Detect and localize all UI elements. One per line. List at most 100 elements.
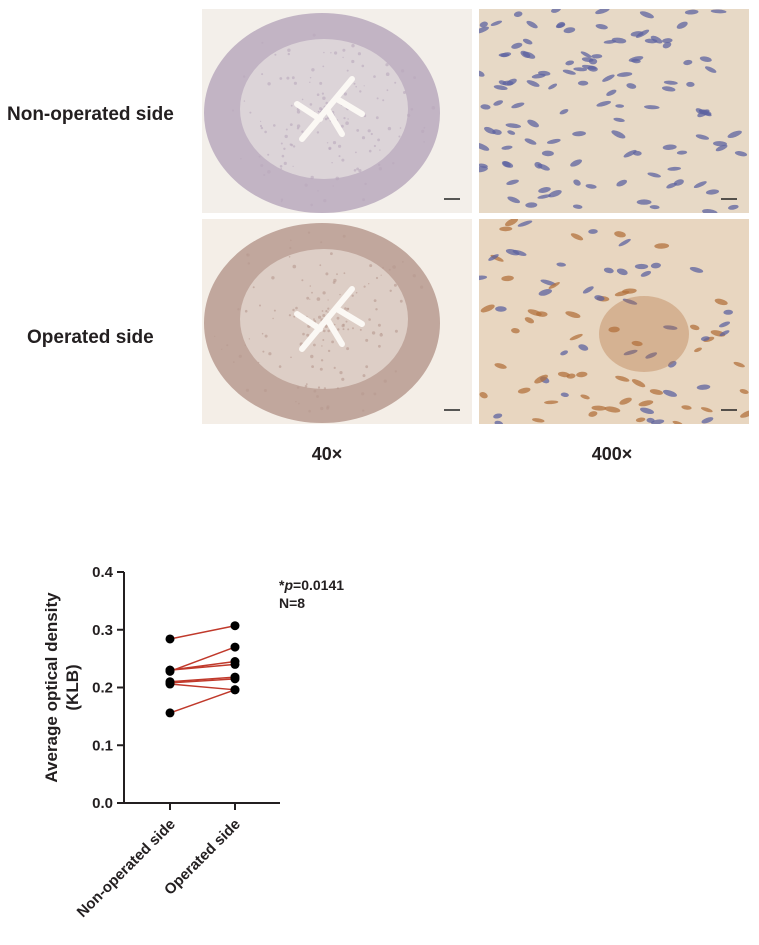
tissue-speckle	[274, 53, 277, 56]
tissue-speckle	[292, 145, 296, 148]
tissue-speckle	[341, 377, 345, 381]
cell-nucleus	[495, 306, 507, 312]
tissue-speckle	[325, 310, 328, 313]
tissue-speckle	[309, 103, 313, 106]
cell-nucleus	[615, 375, 630, 382]
tissue-speckle	[423, 126, 426, 129]
tissue-speckle	[358, 169, 362, 173]
tissue-speckle	[373, 299, 377, 302]
cell-nucleus	[644, 38, 658, 44]
row-label-operated: Operated side	[27, 327, 154, 348]
cell-nucleus	[695, 134, 710, 140]
tissue-speckle	[402, 261, 404, 263]
cell-nucleus	[623, 149, 637, 158]
tissue-speckle	[330, 52, 332, 54]
tissue-speckle	[296, 124, 301, 128]
tissue-speckle	[398, 135, 401, 138]
cell-nucleus	[734, 151, 748, 157]
cell-nucleus	[580, 51, 592, 58]
tissue-speckle	[301, 279, 304, 282]
tissue-speckle	[356, 167, 359, 171]
cell-nucleus	[591, 54, 603, 59]
cell-nucleus	[684, 9, 699, 15]
tissue-speckle	[313, 343, 316, 347]
tissue-speckle	[340, 124, 344, 128]
tissue-speckle	[342, 328, 345, 331]
pair-line	[169, 689, 236, 714]
tissue-speckle	[267, 170, 271, 174]
tissue-speckle	[308, 409, 311, 413]
tissue-speckle	[292, 264, 297, 269]
tissue-speckle	[313, 318, 315, 321]
tissue-speckle	[355, 85, 357, 88]
n-annotation: N=8	[279, 595, 305, 611]
tissue-speckle	[385, 72, 390, 76]
cell-nucleus	[479, 163, 488, 168]
tissue-speckle	[301, 130, 304, 133]
cell-nucleus	[606, 89, 617, 96]
tissue-speckle	[287, 52, 290, 56]
tissue-speckle	[317, 111, 320, 113]
cell-nucleus	[647, 172, 661, 178]
cell-nucleus	[572, 131, 586, 137]
tissue-speckle	[333, 323, 336, 326]
cell-nucleus	[622, 288, 637, 294]
tissue-speckle	[342, 56, 344, 59]
tissue-speckle	[306, 296, 310, 300]
cell-nucleus	[700, 336, 710, 341]
cell-nucleus	[493, 100, 504, 106]
cell-nucleus	[693, 181, 707, 189]
tissue-speckle	[342, 48, 346, 52]
tissue-speckle	[292, 308, 295, 312]
cell-nucleus	[702, 209, 718, 213]
cell-nucleus	[611, 37, 627, 44]
cell-nucleus	[527, 119, 539, 128]
tissue-speckle	[332, 185, 334, 187]
tissue-speckle	[249, 111, 252, 114]
tissue-speckle	[364, 182, 367, 186]
tissue-speckle	[347, 307, 350, 310]
pair-line	[169, 678, 236, 684]
tissue-speckle	[403, 91, 406, 94]
cell-nucleus	[631, 340, 643, 347]
cell-nucleus	[644, 105, 660, 110]
tissue-speckle	[362, 198, 365, 202]
tissue-speckle	[380, 274, 382, 276]
tissue-speckle	[336, 316, 340, 320]
tissue-speckle	[221, 348, 223, 350]
tissue-speckle	[316, 297, 321, 301]
cell-nucleus	[494, 420, 504, 424]
tissue-speckle	[309, 285, 312, 287]
tissue-speckle	[378, 167, 383, 171]
tissue-speckle	[373, 144, 376, 148]
cell-nucleus	[479, 70, 485, 77]
tissue-speckle	[359, 328, 362, 331]
tissue-speckle	[320, 241, 323, 244]
tissue-speckle	[319, 107, 322, 111]
tissue-speckle	[327, 307, 330, 310]
cell-nucleus	[555, 23, 566, 29]
cell-nucleus	[557, 371, 570, 378]
cell-nucleus	[638, 400, 654, 407]
cell-nucleus	[628, 56, 644, 62]
cell-nucleus	[636, 199, 652, 205]
micrograph-non-operated-400x	[479, 9, 749, 213]
tissue-speckle	[332, 141, 337, 145]
tissue-speckle	[318, 315, 322, 319]
tissue-speckle	[252, 286, 255, 289]
cell-nucleus	[479, 21, 488, 28]
tissue-speckle	[378, 163, 381, 166]
tissue-speckle	[273, 124, 276, 127]
tissue-speckle	[383, 379, 387, 383]
cell-nucleus	[573, 179, 581, 186]
data-point-operated	[230, 621, 240, 631]
cell-nucleus	[718, 321, 731, 328]
cell-nucleus	[560, 392, 569, 398]
cell-nucleus	[616, 179, 628, 187]
cell-nucleus	[493, 413, 503, 419]
cell-nucleus	[696, 384, 711, 390]
tissue-speckle	[261, 73, 264, 76]
tissue-speckle	[353, 82, 356, 85]
tissue-speckle	[363, 85, 365, 87]
cell-nucleus	[595, 24, 608, 30]
